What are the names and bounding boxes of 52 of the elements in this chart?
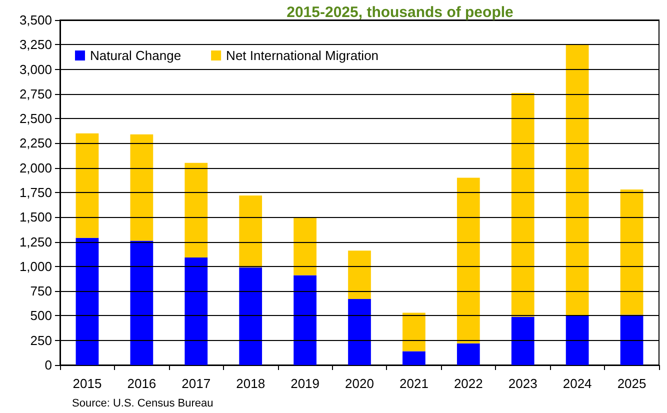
bar [239,195,262,268]
bar [456,178,480,344]
bar [348,298,371,365]
y-tick-label: 2,500 [19,111,52,126]
y-tick-label: 2,750 [19,86,52,102]
x-tick-label: 2015 [72,376,102,391]
bar [130,134,154,241]
bar [511,316,534,365]
y-tick-label: 0 [44,358,52,372]
chart-title: 2015-2025, thousands of people [286,4,514,21]
y-tick-label: 1,000 [19,258,52,274]
x-tick-label: 2024 [562,376,592,391]
bar [402,312,426,352]
x-tick-label: 2019 [290,376,320,391]
bar [239,267,262,365]
x-tick-label: 2018 [236,376,266,391]
bar [76,133,99,238]
bar [294,275,316,365]
bar [76,238,99,365]
bar [620,314,644,365]
y-tick-label: 2,250 [19,136,52,151]
x-tick-label: 2025 [617,376,646,391]
x-tick-label: 2020 [345,376,374,391]
y-tick-label: 1,500 [19,210,52,225]
bar [620,190,644,315]
bar [402,351,426,365]
bar [294,217,316,276]
y-tick-label: 3,000 [19,62,52,77]
y-tick-label: 2,000 [19,160,52,176]
x-tick-label: 2016 [127,376,156,391]
y-tick-label: 1,750 [19,185,52,200]
y-tick-label: 3,250 [19,37,52,52]
bar [511,92,534,317]
y-tick-label: 1,250 [19,234,52,250]
x-tick-label: 2023 [508,376,538,391]
y-tick-label: 250 [30,332,52,348]
bar [566,316,589,365]
x-tick-label: 2022 [454,376,483,391]
y-tick-label: 3,500 [19,12,52,28]
legend-label: Natural Change [90,48,182,63]
y-tick-label: 750 [30,284,52,299]
bar [456,343,480,365]
bar [348,250,371,299]
bar [184,162,208,258]
source-note: Source: U.S. Census Bureau [72,398,214,410]
x-tick-label: 2021 [399,376,428,391]
bar [566,44,589,316]
legend-label: Net International Migration [226,48,379,63]
bar [184,258,208,365]
x-tick-label: 2017 [182,376,211,391]
bar [130,240,154,365]
y-tick-label: 500 [30,308,52,324]
